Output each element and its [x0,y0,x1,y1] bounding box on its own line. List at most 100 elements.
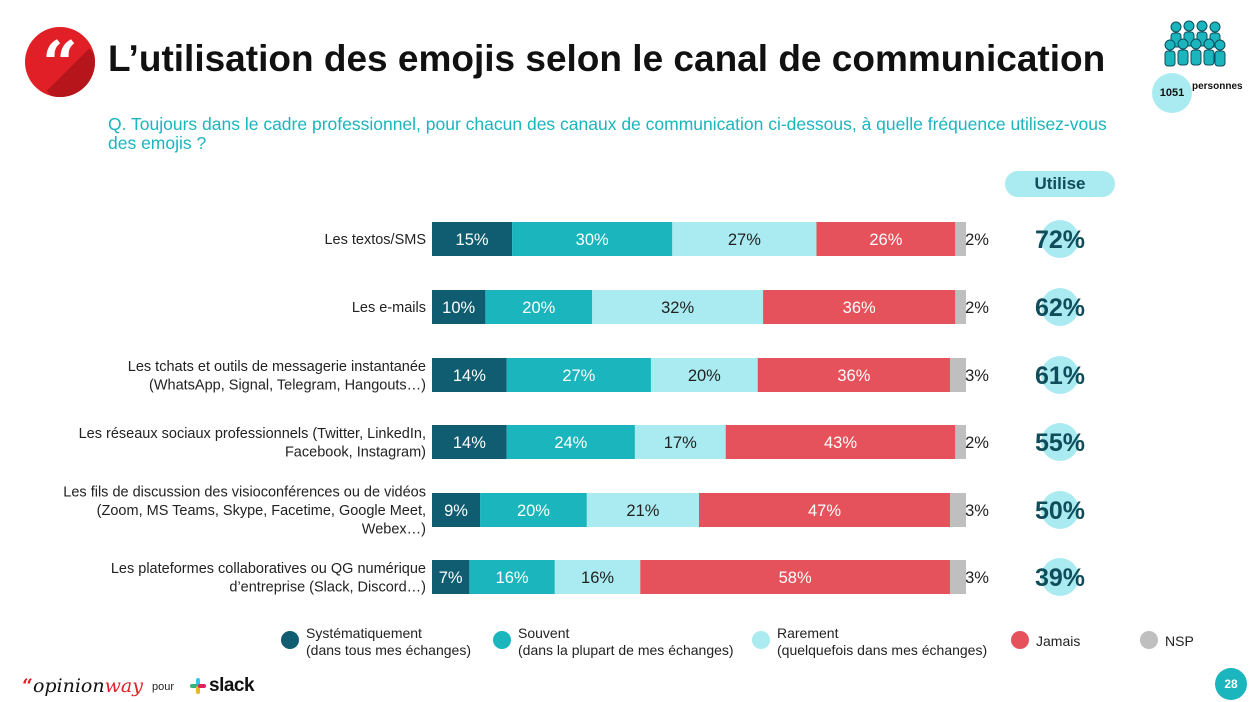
quote-mark-icon: “ [25,27,95,97]
legend-label: Systématiquement (dans tous mes échanges) [306,625,471,658]
bar-segment-nsp [955,222,966,256]
bar-segment-jamais [725,425,956,459]
page-title: L’utilisation des emojis selon le canal … [108,38,1106,79]
legend-swatch [752,631,770,649]
data-label: 16% [581,569,614,587]
bar-segment-jamais [763,290,956,324]
data-label: 17% [664,434,697,452]
bar-segment-systematiquement [432,560,470,594]
bar-segment-nsp [949,358,966,392]
data-label: 9% [444,502,468,520]
legend-label: Souvent (dans la plupart de mes échanges) [518,625,734,658]
data-label: 7% [439,569,463,587]
survey-question: Q. Toujours dans le cadre professionnel,… [108,114,1107,153]
bar-segment-jamais [699,493,950,527]
data-label: 24% [554,434,587,452]
data-label: 2% [965,231,989,249]
data-label: 20% [688,367,721,385]
sample-unit: personnes [1192,81,1243,92]
utilise-value: 61% [1035,362,1085,390]
slack-logo-text: slack [209,675,255,696]
bar-segment-jamais [816,222,956,256]
utilise-highlight [1041,356,1079,394]
data-label: 26% [869,231,902,249]
bar-segment-nsp [949,493,966,527]
utilise-column-header: Utilise [1005,171,1115,197]
legend-label: Jamais [1036,633,1081,649]
bar-segment-rarement [634,425,726,459]
slack-icon [190,678,206,694]
sample-size-badge: 1051 personnes [1150,20,1246,113]
data-label: 27% [562,367,595,385]
legend-swatch [1140,631,1158,649]
opinionway-logo: “opinionway [22,675,143,697]
utilise-value: 72% [1035,226,1085,254]
data-label: 36% [837,367,870,385]
bar-segment-systematiquement [432,425,507,459]
bar-segment-rarement [586,493,699,527]
data-label: 20% [517,502,550,520]
bar-segment-systematiquement [432,493,481,527]
category-label: Les e-mails [352,300,426,316]
legend-swatch [281,631,299,649]
utilise-highlight [1041,288,1079,326]
category-label: Les fils de discussion des visioconféren… [63,485,426,501]
data-label: 27% [728,231,761,249]
people-group-icon [1164,20,1226,67]
data-label: 2% [965,434,989,452]
data-label: 14% [453,367,486,385]
pour-label: pour [152,681,175,693]
category-label: Les réseaux sociaux professionnels (Twit… [79,426,426,442]
category-label: Les tchats et outils de messagerie insta… [128,359,426,375]
legend-swatch [1011,631,1029,649]
category-label: Webex…) [362,522,426,538]
data-label: 2% [965,299,989,317]
category-label: (WhatsApp, Signal, Telegram, Hangouts…) [149,377,426,393]
utilise-value: 55% [1035,429,1085,457]
sample-count: 1051 [1152,73,1192,113]
utilise-highlight [1041,423,1079,461]
data-label: 10% [442,299,475,317]
data-label: 16% [496,569,529,587]
data-label: 58% [779,569,812,587]
utilise-highlight [1041,558,1079,596]
data-label: 32% [661,299,694,317]
bar-segment-souvent [485,290,593,324]
bar-segment-rarement [554,560,641,594]
category-label: Facebook, Instagram) [285,444,426,460]
category-label: (Zoom, MS Teams, Skype, Facetime, Google… [97,503,426,519]
legend-swatch [493,631,511,649]
bar-segment-systematiquement [432,290,486,324]
data-label: 3% [965,569,989,587]
bar-segment-souvent [506,425,635,459]
data-label: 43% [824,434,857,452]
bar-segment-souvent [469,560,555,594]
bar-segment-jamais [757,358,950,392]
data-label: 15% [456,231,489,249]
utilise-value: 39% [1035,564,1085,592]
bar-segment-rarement [650,358,758,392]
data-label: 21% [626,502,659,520]
bar-segment-nsp [955,290,966,324]
category-label: Les plateformes collaboratives ou QG num… [111,561,426,577]
bar-segment-souvent [480,493,587,527]
data-label: 14% [453,434,486,452]
data-label: 20% [522,299,555,317]
category-label: Les textos/SMS [324,232,426,248]
category-label: d’entreprise (Slack, Discord…) [229,579,426,595]
legend-label: NSP [1165,633,1194,649]
utilise-value: 50% [1035,497,1085,525]
legend-label: Rarement (quelquefois dans mes échanges) [777,625,988,658]
bar-segment-jamais [640,560,950,594]
utilise-highlight [1041,220,1079,258]
bar-segment-souvent [512,222,673,256]
bar-segment-rarement [672,222,817,256]
data-label: 3% [965,367,989,385]
bar-segment-nsp [955,425,966,459]
bar-segment-nsp [949,560,966,594]
bar-segment-rarement [592,290,764,324]
bar-segment-systematiquement [432,358,507,392]
utilise-value: 62% [1035,294,1085,322]
data-label: 30% [576,231,609,249]
